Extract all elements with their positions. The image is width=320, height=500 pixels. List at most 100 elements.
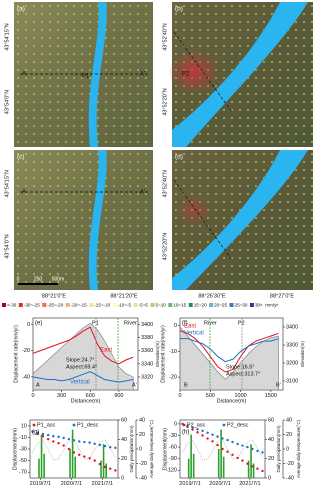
plot-content [179,326,279,391]
map-point [17,37,19,39]
map-point [33,233,35,235]
map-point [121,61,123,63]
legend-swatch [150,303,155,307]
map-point [105,69,107,71]
map-point [81,273,83,275]
map-point [129,169,131,171]
map-point [207,169,209,171]
map-point [199,153,201,155]
map-point [239,93,241,95]
map-point [295,101,297,103]
map-point [263,93,265,95]
map-point [175,177,177,179]
map-point [49,141,51,143]
map-point [175,193,177,195]
lat-label: 43°52'20"N [162,88,168,116]
map-point [247,177,249,179]
map-point [247,85,249,87]
annotation: P1 [92,320,99,326]
map-point [223,5,225,7]
map-point [73,185,75,187]
map-point [295,69,297,71]
map-point [279,225,281,227]
map-point [231,281,233,283]
map-point [97,13,99,15]
map-point [311,37,313,39]
map-point [303,241,305,243]
map-point [73,217,75,219]
map-point [49,241,51,243]
y2-tick-label: 60 [121,417,127,423]
map-point [129,85,131,87]
map-point [271,109,273,111]
map-point [279,249,281,251]
map-point [73,177,75,179]
map-point [129,177,131,179]
map-point [57,233,59,235]
map-point [239,249,241,251]
map-point [121,77,123,79]
map-point [191,5,193,7]
map-point [73,13,75,15]
map-point [175,233,177,235]
map-point [81,153,83,155]
map-point [311,273,313,275]
map-point [33,93,35,95]
map-point [129,77,131,79]
map-point [81,201,83,203]
map-point [49,77,51,79]
y-axis-label: Displacement(mm) [12,428,18,470]
map-point [113,93,115,95]
map-point [41,273,43,275]
map-point [73,53,75,55]
map-point [271,61,273,63]
map-point [137,117,139,119]
map-point [247,125,249,127]
map-point [271,201,273,203]
map-point [287,273,289,275]
map-point [271,133,273,135]
map-point [129,61,131,63]
map-point [57,153,59,155]
map-point [97,101,99,103]
map-point [255,225,257,227]
map-point [25,69,27,71]
map-point [215,273,217,275]
map-point [231,257,233,259]
map-point [65,209,67,211]
map-point [263,69,265,71]
map-point [223,217,225,219]
map-point [199,13,201,15]
map-point [295,257,297,259]
map-point [33,177,35,179]
map-point [129,233,131,235]
map-point [25,185,27,187]
map-panel: (c) A A' 0 250 500m [14,150,153,290]
map-point [263,5,265,7]
map-point [65,77,67,79]
map-point [49,53,51,55]
annotation: Slope:16.5° [226,364,255,370]
map-point [255,265,257,267]
map-point [247,233,249,235]
map-point [145,161,147,163]
data-point [57,435,60,439]
map-point [49,5,51,7]
map-point [145,257,147,259]
map-point [295,85,297,87]
data-point [231,440,234,444]
map-point [81,141,83,143]
map-point [199,241,201,243]
map-point [199,161,201,163]
map-point [57,5,59,7]
map-point [145,249,147,251]
map-point [41,257,43,259]
map-point [65,201,67,203]
map-point [137,101,139,103]
map-point [255,133,257,135]
map-point [223,13,225,15]
legend-marker [182,423,186,427]
map-point [223,153,225,155]
map-point [191,177,193,179]
y-tick-label: 0 [174,421,177,427]
